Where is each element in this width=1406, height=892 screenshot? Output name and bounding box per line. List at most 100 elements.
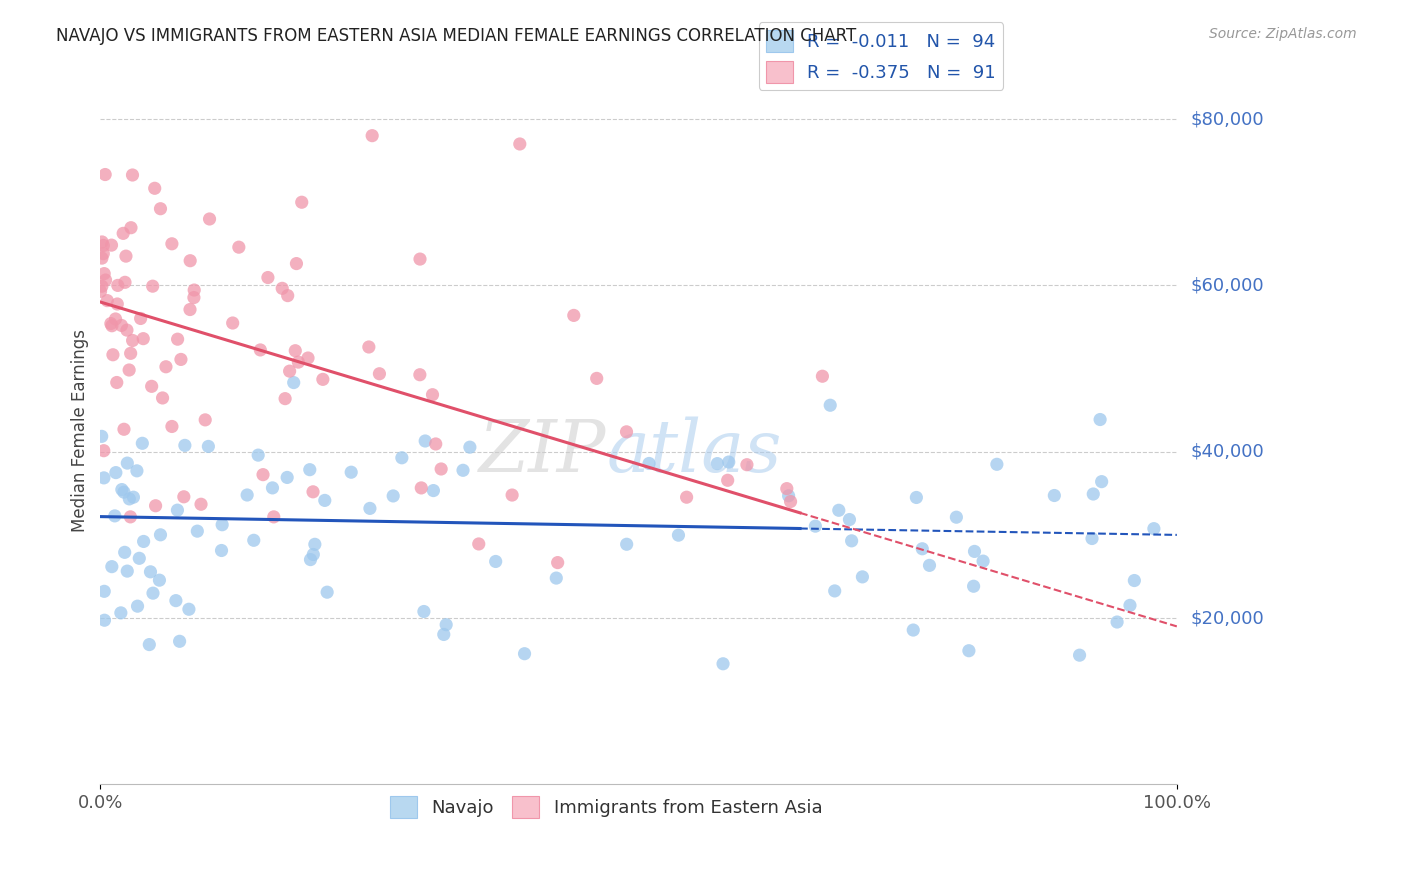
Point <box>183 291 205 305</box>
Point <box>104 466 127 480</box>
Point <box>1107 615 1129 629</box>
Point <box>252 467 274 482</box>
Point <box>104 508 127 523</box>
Point <box>93 471 115 485</box>
Point <box>165 593 187 607</box>
Point <box>546 571 568 585</box>
Y-axis label: Median Female Earnings: Median Female Earnings <box>72 329 89 533</box>
Point <box>340 465 363 479</box>
Point <box>314 493 336 508</box>
Point <box>509 136 531 151</box>
Point <box>114 276 136 290</box>
Point <box>409 368 432 382</box>
Point <box>94 273 117 287</box>
Point <box>357 340 380 354</box>
Point <box>118 491 141 506</box>
Point <box>129 311 152 326</box>
Point <box>957 644 980 658</box>
Point <box>93 613 115 627</box>
Point <box>1083 487 1105 501</box>
Point <box>585 371 607 385</box>
Point <box>197 439 219 453</box>
Point <box>91 238 114 252</box>
Point <box>433 627 456 641</box>
Point <box>194 413 217 427</box>
Point <box>778 489 800 503</box>
Point <box>112 227 135 241</box>
Point <box>145 499 167 513</box>
Point <box>115 249 138 263</box>
Point <box>451 463 474 477</box>
Point <box>170 352 193 367</box>
Point <box>125 464 148 478</box>
Point <box>468 537 491 551</box>
Point <box>316 585 339 599</box>
Point <box>361 128 384 143</box>
Point <box>412 605 434 619</box>
Point <box>177 602 200 616</box>
Point <box>132 332 155 346</box>
Point <box>90 429 112 443</box>
Point <box>304 537 326 551</box>
Point <box>211 543 233 558</box>
Point <box>211 517 233 532</box>
Point <box>149 202 172 216</box>
Point <box>299 552 322 566</box>
Point <box>359 501 381 516</box>
Point <box>278 364 301 378</box>
Point <box>138 638 160 652</box>
Point <box>818 398 841 412</box>
Point <box>186 524 208 538</box>
Point <box>120 346 142 360</box>
Point <box>616 537 638 551</box>
Point <box>824 583 846 598</box>
Point <box>838 512 860 526</box>
Point <box>112 422 135 436</box>
Point <box>190 497 212 511</box>
Point <box>735 458 758 472</box>
Point <box>142 586 165 600</box>
Point <box>963 544 986 558</box>
Point <box>90 285 112 299</box>
Point <box>143 181 166 195</box>
Point <box>706 457 728 471</box>
Point <box>149 528 172 542</box>
Point <box>905 491 928 505</box>
Text: NAVAJO VS IMMIGRANTS FROM EASTERN ASIA MEDIAN FEMALE EARNINGS CORRELATION CHART: NAVAJO VS IMMIGRANTS FROM EASTERN ASIA M… <box>56 27 856 45</box>
Point <box>285 256 308 270</box>
Point <box>776 482 799 496</box>
Point <box>382 489 405 503</box>
Point <box>100 317 122 331</box>
Point <box>122 490 145 504</box>
Point <box>100 238 122 252</box>
Point <box>547 556 569 570</box>
Point <box>173 438 195 452</box>
Point <box>155 359 177 374</box>
Point <box>115 323 138 337</box>
Text: $60,000: $60,000 <box>1191 277 1264 294</box>
Point <box>1081 532 1104 546</box>
Point <box>228 240 250 254</box>
Point <box>105 376 128 390</box>
Point <box>276 470 298 484</box>
Point <box>127 599 149 614</box>
Point <box>513 647 536 661</box>
Point <box>804 519 827 533</box>
Point <box>1069 648 1091 663</box>
Point <box>717 473 740 487</box>
Text: atlas: atlas <box>606 417 782 487</box>
Point <box>291 195 314 210</box>
Point <box>972 554 994 568</box>
Point <box>263 509 285 524</box>
Point <box>1123 574 1146 588</box>
Point <box>945 510 967 524</box>
Point <box>169 634 191 648</box>
Point <box>93 584 115 599</box>
Text: $20,000: $20,000 <box>1191 609 1264 627</box>
Point <box>297 351 319 365</box>
Point <box>562 309 585 323</box>
Point <box>91 235 114 249</box>
Point <box>160 419 183 434</box>
Point <box>117 456 139 470</box>
Text: $40,000: $40,000 <box>1191 442 1264 461</box>
